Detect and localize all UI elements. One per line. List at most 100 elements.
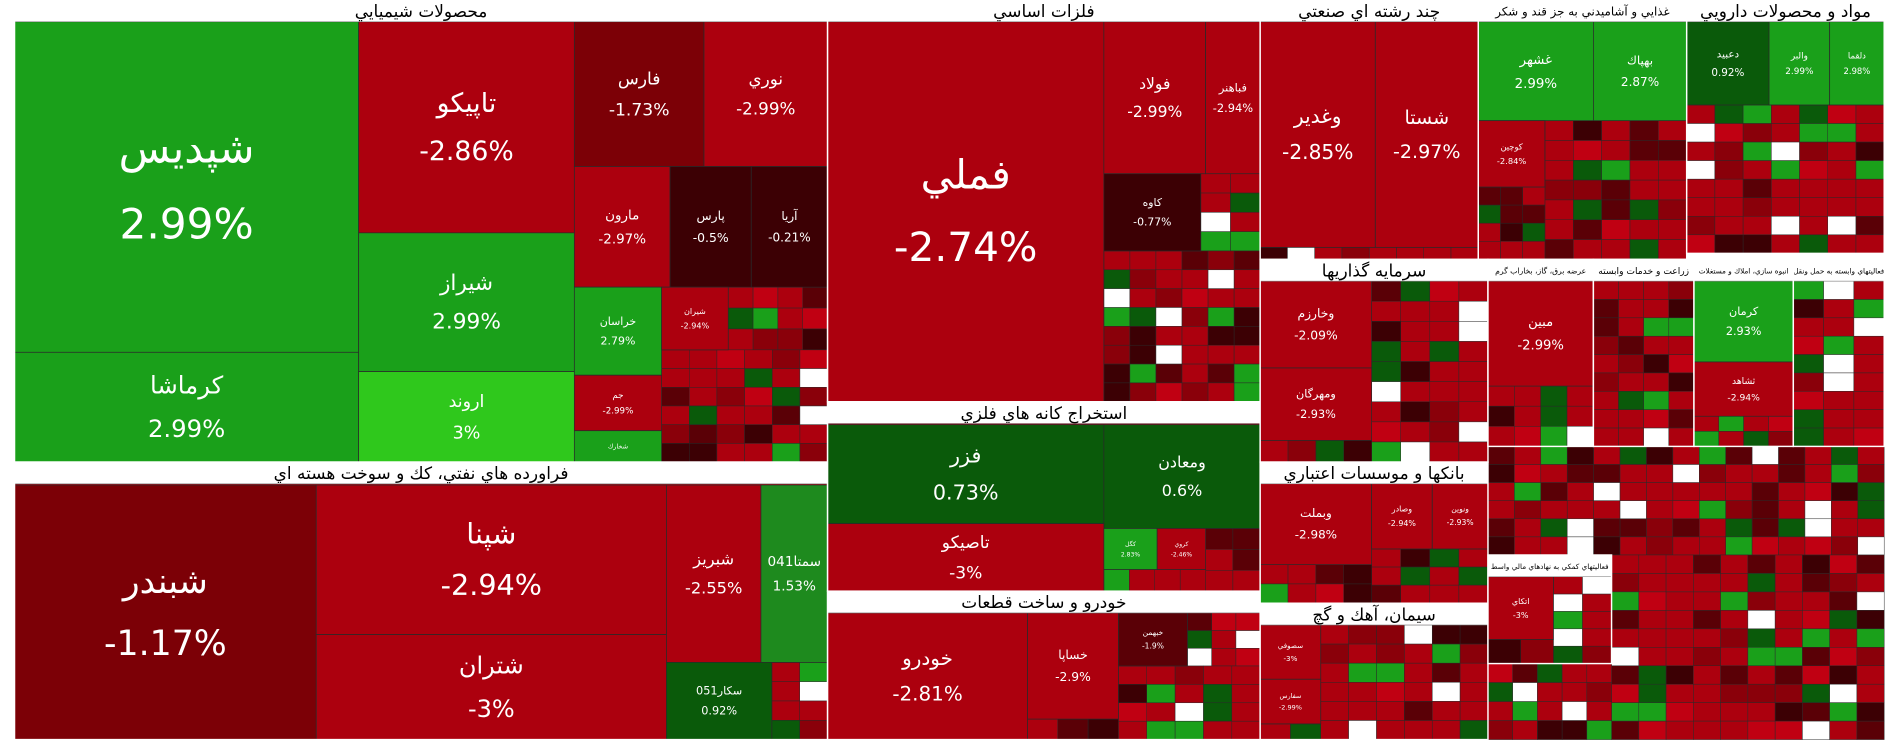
stock-tile[interactable] — [1259, 280, 1373, 369]
mini-tile — [1146, 702, 1176, 722]
stock-tile[interactable] — [1259, 678, 1322, 725]
mini-tile — [1233, 344, 1261, 365]
stock-tile[interactable] — [573, 430, 662, 463]
stock-tile[interactable] — [661, 286, 729, 351]
mini-tile — [1593, 409, 1619, 429]
stock-tile[interactable] — [1156, 528, 1207, 570]
mini-tile — [1205, 528, 1234, 550]
stock-change: -2.9% — [1055, 670, 1091, 684]
mini-tile — [1540, 536, 1568, 556]
stock-tile[interactable] — [1205, 21, 1261, 175]
mini-tile — [1629, 140, 1659, 161]
mini-tile — [1802, 720, 1830, 740]
mini-tile — [1857, 482, 1885, 501]
sector-title: خودرو و ساخت قطعات — [961, 592, 1126, 612]
stock-tile[interactable] — [750, 166, 828, 288]
mini-tile — [1693, 554, 1721, 574]
stock-name: خبهمن — [1143, 628, 1164, 637]
mini-tile — [1793, 427, 1824, 447]
stock-tile[interactable] — [1103, 173, 1202, 252]
mini-tile — [1348, 643, 1377, 664]
stock-tile[interactable] — [14, 351, 360, 463]
stock-tile[interactable] — [1477, 21, 1594, 122]
stock-tile[interactable] — [1693, 280, 1794, 363]
mini-tile — [799, 368, 828, 388]
stock-tile[interactable] — [573, 21, 705, 167]
stock-tile[interactable] — [1259, 21, 1376, 248]
mini-tile — [1514, 385, 1541, 407]
stock-change: -2.98% — [1295, 527, 1337, 541]
stock-tile[interactable] — [1686, 21, 1770, 106]
stock-tile[interactable] — [1768, 21, 1831, 106]
mini-tile — [1855, 216, 1885, 236]
mini-tile — [1458, 584, 1489, 604]
mini-tile — [1232, 528, 1261, 550]
stock-tile[interactable] — [1259, 367, 1373, 441]
stock-tile[interactable] — [1259, 624, 1322, 680]
mini-tile — [1742, 141, 1772, 161]
mini-tile — [1829, 628, 1858, 648]
mini-tile — [1200, 192, 1231, 213]
mini-tile — [1693, 610, 1721, 630]
mini-tile — [1855, 197, 1885, 217]
stock-tile[interactable] — [666, 662, 773, 740]
mini-tile — [1459, 624, 1489, 645]
stock-tile[interactable] — [1477, 120, 1546, 188]
stock-tile[interactable] — [1829, 21, 1885, 106]
stock-tile[interactable] — [1103, 528, 1158, 570]
stock-name: جم — [612, 391, 623, 401]
mini-tile — [1544, 239, 1574, 260]
mini-tile — [1778, 464, 1806, 483]
stock-tile[interactable] — [1371, 482, 1433, 550]
stock-tile[interactable] — [573, 374, 662, 432]
stock-name: فارس — [618, 70, 661, 90]
mini-tile — [1619, 482, 1647, 501]
stock-tile[interactable] — [827, 21, 1105, 403]
stock-tile[interactable] — [760, 484, 828, 663]
stock-tile[interactable] — [14, 21, 360, 353]
mini-tile — [1478, 222, 1501, 242]
stock-tile[interactable] — [1431, 482, 1489, 550]
stock-tile[interactable] — [1487, 576, 1554, 640]
stock-tile[interactable] — [315, 484, 667, 635]
mini-tile — [1566, 464, 1594, 483]
stock-tile[interactable] — [827, 612, 1028, 740]
stock-tile[interactable] — [827, 424, 1105, 524]
mini-tile — [1831, 464, 1859, 483]
stock-name: ومهرگان — [1296, 387, 1336, 401]
stock-tile[interactable] — [358, 232, 575, 372]
stock-tile[interactable] — [1103, 21, 1207, 175]
mini-tile — [1500, 186, 1523, 206]
stock-tile[interactable] — [573, 166, 671, 288]
stock-change: 2.99% — [432, 310, 501, 335]
mini-tile — [1742, 216, 1772, 236]
stock-tile[interactable] — [1103, 424, 1261, 529]
stock-tile[interactable] — [1374, 21, 1479, 248]
stock-tile[interactable] — [1693, 361, 1794, 417]
stock-name: سفارس — [1280, 692, 1302, 700]
mini-tile — [1376, 701, 1405, 721]
mini-tile — [1540, 518, 1568, 538]
stock-tile[interactable] — [1027, 612, 1119, 720]
stock-tile[interactable] — [703, 21, 828, 167]
stock-tile[interactable] — [315, 634, 667, 740]
stock-name: تاصيكو — [941, 533, 990, 553]
mini-tile — [1154, 569, 1181, 592]
mini-tile — [1857, 518, 1885, 538]
stock-name: شبريز — [692, 549, 734, 569]
mini-tile — [1287, 564, 1317, 585]
mini-tile — [1259, 564, 1289, 585]
stock-tile[interactable] — [669, 166, 752, 288]
stock-tile[interactable] — [827, 523, 1105, 592]
stock-tile[interactable] — [1259, 482, 1373, 566]
stock-tile[interactable] — [573, 286, 662, 376]
stock-tile[interactable] — [666, 484, 762, 663]
stock-tile[interactable] — [14, 484, 317, 740]
stock-tile[interactable] — [358, 21, 575, 234]
stock-tile[interactable] — [1487, 280, 1594, 387]
stock-tile[interactable] — [358, 371, 575, 463]
stock-tile[interactable] — [1593, 21, 1688, 122]
mini-tile — [1668, 391, 1695, 410]
stock-tile[interactable] — [1118, 612, 1188, 667]
mini-tile — [1514, 464, 1542, 483]
